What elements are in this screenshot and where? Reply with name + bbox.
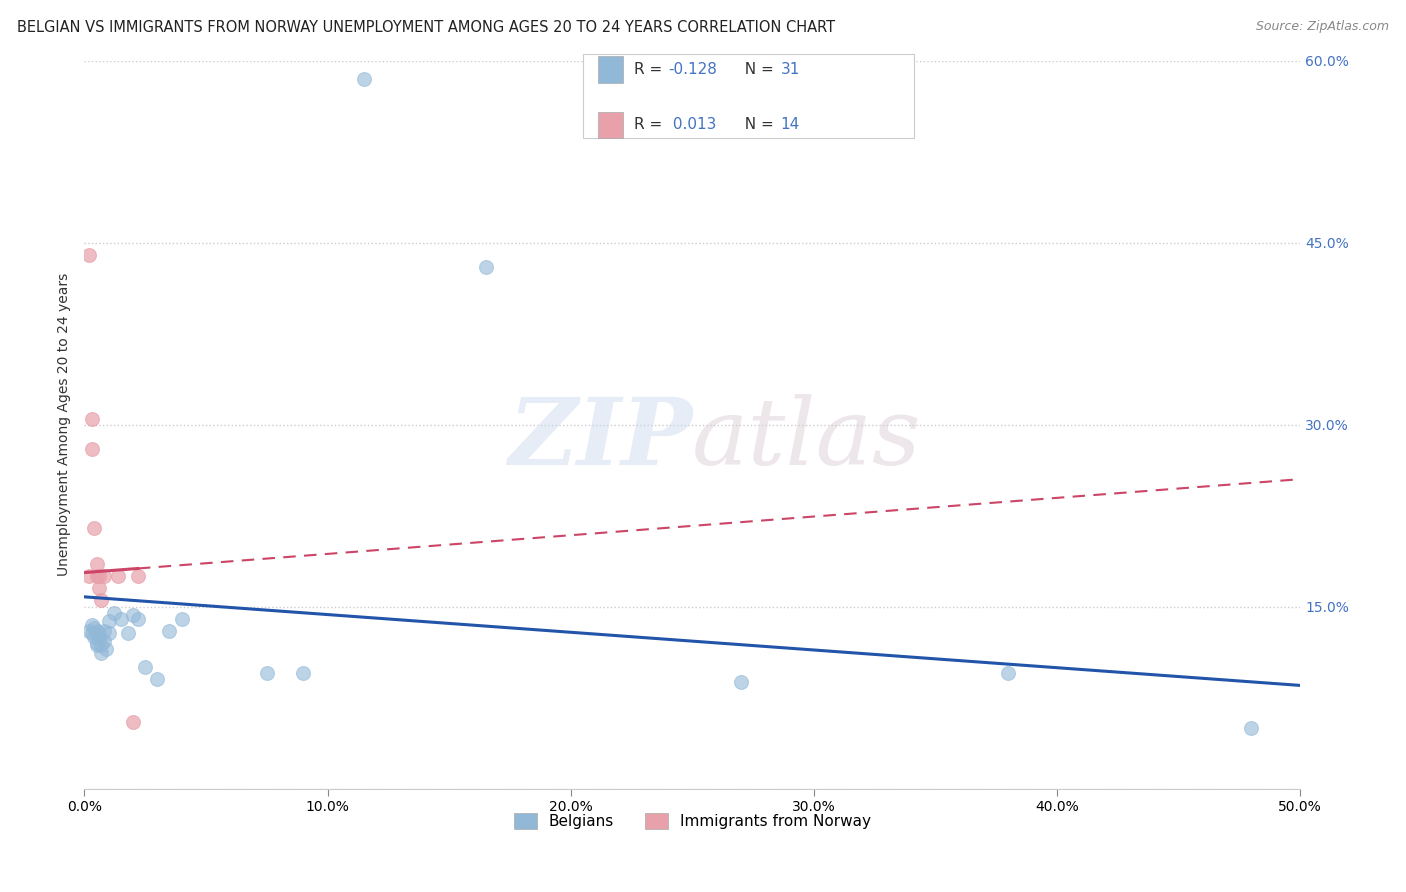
Point — [110, 612, 132, 626]
Point — [127, 569, 149, 583]
Text: Source: ZipAtlas.com: Source: ZipAtlas.com — [1256, 20, 1389, 33]
Point — [96, 642, 118, 657]
Point — [86, 569, 108, 583]
Point — [83, 521, 105, 535]
Point — [86, 557, 108, 571]
Point — [93, 624, 115, 638]
Point — [80, 411, 103, 425]
Point — [90, 646, 112, 660]
Text: R =: R = — [634, 118, 668, 132]
Point — [93, 569, 115, 583]
Text: 0.013: 0.013 — [668, 118, 716, 132]
Point — [292, 666, 315, 681]
Point — [90, 639, 112, 653]
Point — [159, 624, 181, 638]
Text: ZIP: ZIP — [508, 394, 692, 484]
Point — [80, 617, 103, 632]
Point — [474, 260, 496, 274]
Point — [83, 621, 105, 635]
Point — [87, 626, 110, 640]
Point — [146, 673, 169, 687]
Point — [77, 624, 100, 638]
Point — [90, 593, 112, 607]
Point — [80, 442, 103, 456]
Point — [87, 582, 110, 596]
Point — [122, 608, 145, 623]
Text: -0.128: -0.128 — [668, 62, 717, 77]
Text: 14: 14 — [780, 118, 800, 132]
Text: N =: N = — [735, 62, 779, 77]
Text: atlas: atlas — [692, 394, 922, 484]
Point — [107, 569, 129, 583]
Point — [127, 612, 149, 626]
Point — [77, 248, 100, 262]
Point — [86, 624, 108, 638]
Point — [117, 626, 139, 640]
Point — [1240, 721, 1263, 735]
Point — [170, 612, 193, 626]
Text: 31: 31 — [780, 62, 800, 77]
Point — [256, 666, 278, 681]
Y-axis label: Unemployment Among Ages 20 to 24 years: Unemployment Among Ages 20 to 24 years — [58, 273, 72, 576]
Point — [80, 626, 103, 640]
Point — [77, 569, 100, 583]
Point — [103, 606, 125, 620]
Text: N =: N = — [735, 118, 779, 132]
Point — [83, 630, 105, 644]
Point — [997, 666, 1019, 681]
Text: R =: R = — [634, 62, 668, 77]
Point — [86, 636, 108, 650]
Point — [353, 71, 375, 86]
Point — [97, 626, 120, 640]
Point — [97, 614, 120, 628]
Point — [730, 674, 752, 689]
Point — [87, 630, 110, 644]
Text: BELGIAN VS IMMIGRANTS FROM NORWAY UNEMPLOYMENT AMONG AGES 20 TO 24 YEARS CORRELA: BELGIAN VS IMMIGRANTS FROM NORWAY UNEMPL… — [17, 20, 835, 35]
Point — [122, 714, 145, 729]
Legend: Belgians, Immigrants from Norway: Belgians, Immigrants from Norway — [508, 807, 877, 836]
Point — [87, 569, 110, 583]
Point — [134, 660, 156, 674]
Point — [93, 633, 115, 648]
Point — [86, 639, 108, 653]
